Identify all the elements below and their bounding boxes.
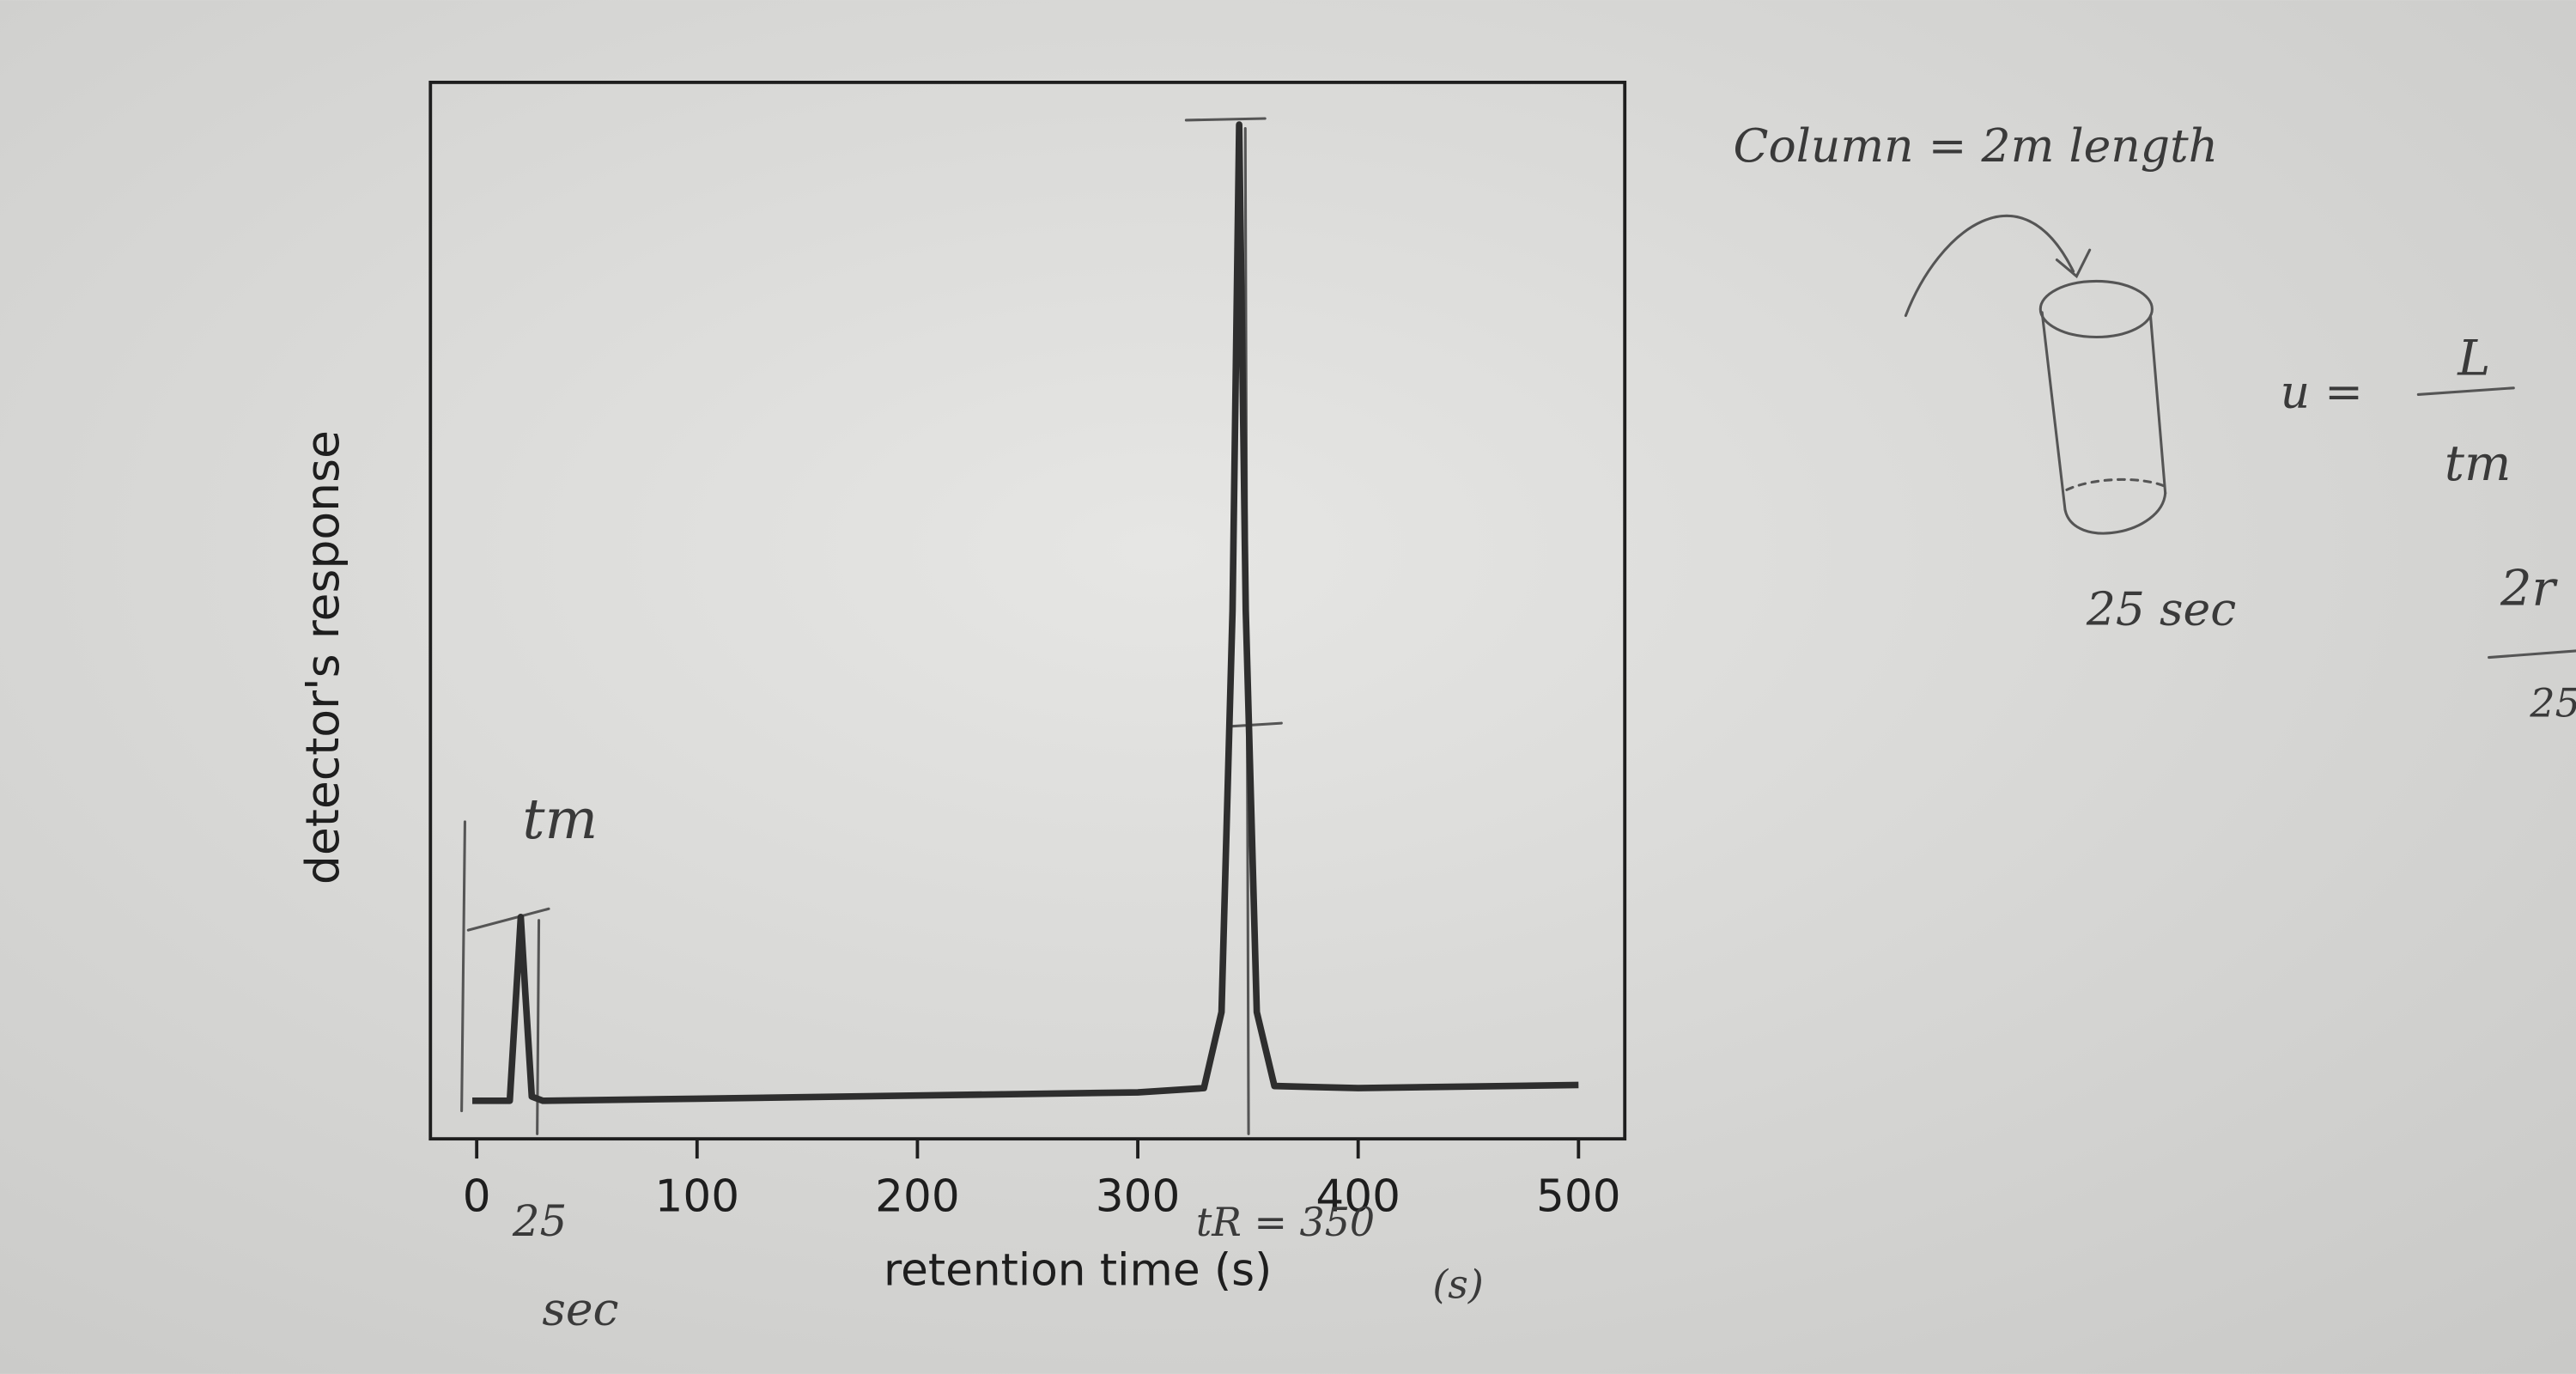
handwritten-note: 25 (2529, 679, 2576, 726)
y-axis-label: detector's response (295, 430, 349, 885)
x-tick-label: 500 (1536, 1170, 1621, 1222)
handwritten-note: 2r (2500, 559, 2559, 617)
plot-frame (428, 81, 1627, 1141)
handwritten-note: tm (2445, 435, 2511, 492)
handwritten-note: u = (2281, 365, 2363, 419)
handwritten-note: sec (542, 1281, 618, 1335)
handwritten-note: tm (522, 787, 598, 852)
handwritten-note: L (2457, 329, 2490, 386)
handwritten-note: 25 sec (2086, 581, 2236, 635)
handwritten-note: tR = 350 (1196, 1199, 1375, 1245)
x-tick-label: 200 (875, 1170, 960, 1222)
x-tick-label: 100 (655, 1170, 740, 1222)
handwritten-note: 25 (512, 1196, 567, 1246)
handwriting-strokes (460, 117, 2576, 1135)
x-tick-label: 300 (1096, 1170, 1181, 1222)
handwritten-note: Column = 2m length (1733, 119, 2218, 173)
x-tick-label: 400 (1315, 1170, 1400, 1222)
chromatogram-line (472, 121, 1579, 1104)
x-tick-label: 0 (463, 1170, 491, 1222)
handwritten-note: (s) (1432, 1262, 1483, 1308)
x-axis-label: retention time (s) (884, 1244, 1272, 1296)
